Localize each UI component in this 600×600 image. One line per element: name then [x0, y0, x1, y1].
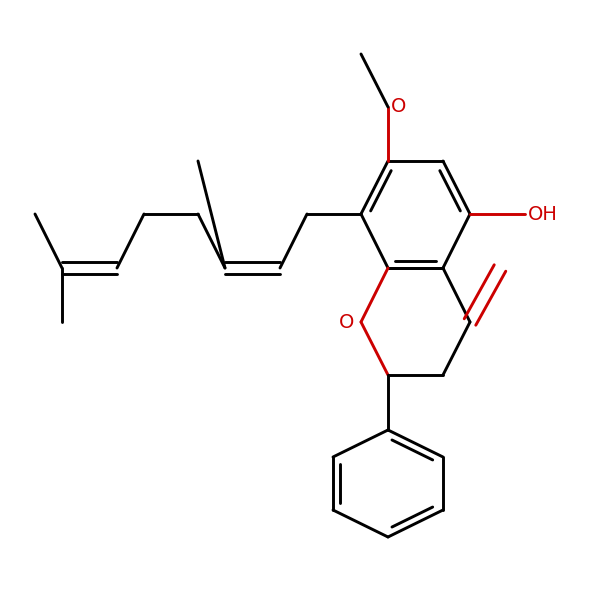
Text: O: O [391, 97, 406, 116]
Text: OH: OH [527, 205, 557, 223]
Text: O: O [338, 313, 354, 331]
